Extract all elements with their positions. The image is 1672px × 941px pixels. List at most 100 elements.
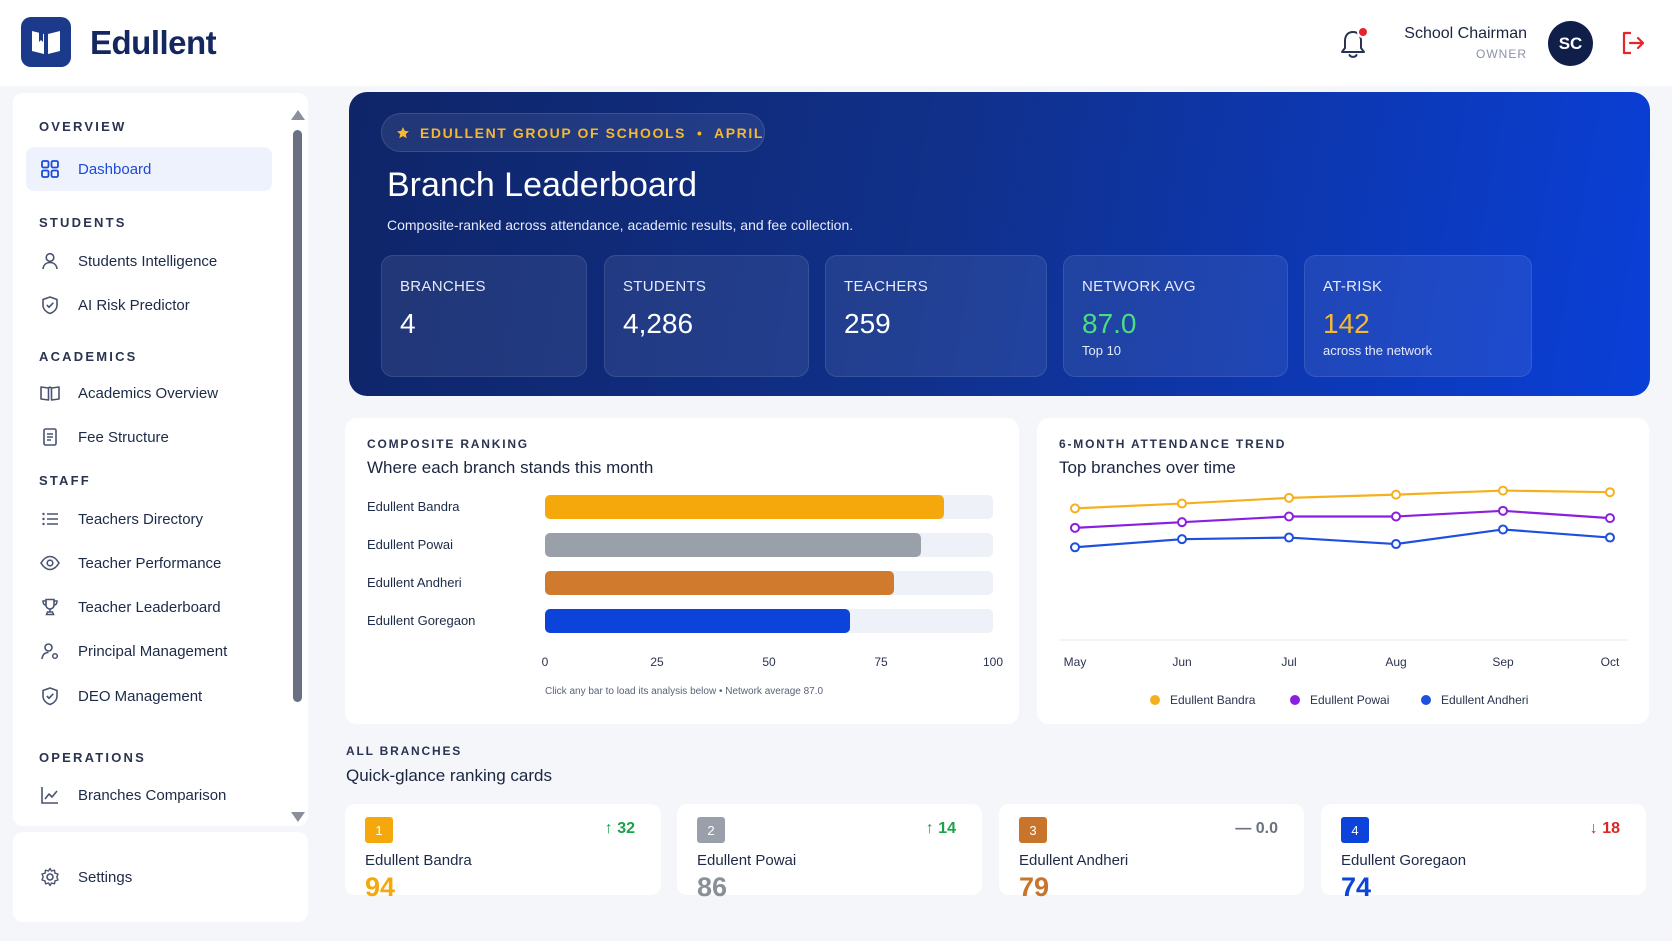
attendance-line-chart: May Jun Jul Aug Sep Oct [1059, 485, 1627, 669]
data-point[interactable] [1391, 489, 1401, 500]
sidebar-item-principal-management[interactable]: Principal Management [26, 629, 272, 673]
sidebar-item-fee-structure[interactable]: Fee Structure [26, 415, 272, 459]
data-point[interactable] [1284, 492, 1294, 503]
stat-students: STUDENTS 4,286 [604, 255, 809, 377]
sidebar-item-students-intelligence[interactable]: Students Intelligence [26, 239, 272, 283]
book-open-icon [38, 381, 62, 405]
x-tick-label: Jul [1281, 655, 1296, 669]
x-tick-label: 75 [874, 655, 888, 669]
group-pill: EDULLENT GROUP OF SCHOOLS • APRIL [381, 113, 765, 152]
avatar[interactable]: SC [1548, 21, 1593, 66]
scroll-up-arrow[interactable] [291, 110, 305, 120]
bar-track[interactable] [545, 495, 993, 519]
branch-card-bandra[interactable]: 1 ↑ 32 Edullent Bandra 94 [345, 804, 661, 902]
star-icon [397, 126, 409, 138]
line-chart-icon [38, 783, 62, 807]
stat-label: STUDENTS [623, 278, 707, 295]
sidebar-section-overview: OVERVIEW [39, 119, 127, 134]
shield-check-icon [38, 293, 62, 317]
branch-card-powai[interactable]: 2 ↑ 14 Edullent Powai 86 [677, 804, 982, 902]
series-line [1074, 489, 1611, 510]
sidebar-item-academics-overview[interactable]: Academics Overview [26, 371, 272, 415]
branch-card-andheri[interactable]: 3 — 0.0 Edullent Andheri 79 [999, 804, 1304, 902]
stat-branches: BRANCHES 4 [381, 255, 587, 377]
pill-text: EDULLENT GROUP OF SCHOOLS • APRIL [419, 124, 764, 141]
sidebar-item-ai-risk-predictor[interactable]: AI Risk Predictor [26, 283, 272, 327]
rank-badge: 2 [697, 817, 725, 843]
x-tick-label: Sep [1492, 655, 1514, 669]
data-point[interactable] [1070, 522, 1080, 533]
x-tick-label: Aug [1385, 655, 1406, 669]
branch-card-goregaon[interactable]: 4 ↓ 18 Edullent Goregaon 74 [1321, 804, 1646, 902]
bar[interactable] [545, 609, 850, 633]
sidebar-section-students: STUDENTS [39, 215, 127, 230]
data-point[interactable] [1391, 511, 1401, 522]
sidebar-item-label: AI Risk Predictor [78, 296, 190, 314]
gear-icon [38, 865, 62, 889]
x-tick-label: Oct [1601, 655, 1620, 669]
sidebar-section-academics: ACADEMICS [39, 349, 138, 364]
legend-dot [1150, 695, 1160, 705]
data-point[interactable] [1498, 505, 1508, 516]
card-title: Top branches over time [1059, 458, 1236, 477]
bar-track[interactable] [545, 533, 993, 557]
legend-dot [1421, 695, 1431, 705]
legend-item[interactable]: Edullent Bandra [1150, 693, 1255, 707]
data-point[interactable] [1284, 511, 1294, 522]
series-line [1074, 509, 1611, 529]
data-point[interactable] [1177, 534, 1187, 545]
x-tick-label: 50 [762, 655, 776, 669]
sidebar-item-branches-comparison[interactable]: Branches Comparison [26, 773, 272, 817]
legend-dot [1290, 695, 1300, 705]
bar[interactable] [545, 495, 944, 519]
book-logo-icon [32, 31, 60, 54]
section-eyebrow: ALL BRANCHES [346, 744, 463, 758]
data-point[interactable] [1498, 524, 1508, 535]
data-point[interactable] [1177, 517, 1187, 528]
sidebar-item-deo-management[interactable]: DEO Management [26, 674, 272, 718]
data-point[interactable] [1605, 532, 1615, 543]
user-role: OWNER [1476, 47, 1527, 61]
sidebar-item-label: Fee Structure [78, 428, 169, 446]
sidebar-section-operations: OPERATIONS [39, 750, 146, 765]
x-tick-label: 0 [541, 655, 549, 669]
data-point[interactable] [1498, 485, 1508, 496]
rank-change: ↑ 32 [604, 820, 635, 837]
brand-logo[interactable] [21, 17, 71, 67]
sidebar-item-teachers-directory[interactable]: Teachers Directory [26, 497, 272, 541]
legend-label: Edullent Andheri [1441, 693, 1529, 707]
data-point[interactable] [1177, 498, 1187, 509]
section-title: Quick-glance ranking cards [346, 766, 552, 785]
card-eyebrow: 6-MONTH ATTENDANCE TREND [1059, 437, 1287, 451]
sidebar-item-teacher-leaderboard[interactable]: Teacher Leaderboard [26, 585, 272, 629]
data-point[interactable] [1605, 513, 1615, 524]
sidebar-item-settings[interactable]: Settings [26, 855, 272, 899]
sidebar-scrollbar[interactable] [293, 130, 302, 702]
logout-icon[interactable] [1620, 30, 1646, 56]
sidebar-item-label: Principal Management [78, 642, 228, 660]
sidebar-item-dashboard[interactable]: Dashboard [26, 147, 272, 191]
stat-label: TEACHERS [844, 278, 929, 295]
user-cog-icon [38, 639, 62, 663]
data-point[interactable] [1391, 539, 1401, 550]
stat-value: 259 [844, 308, 891, 339]
bar-track[interactable] [545, 571, 993, 595]
scroll-down-arrow[interactable] [291, 812, 305, 822]
data-point[interactable] [1070, 503, 1080, 514]
data-point[interactable] [1605, 487, 1615, 498]
stat-value: 87.0 [1082, 308, 1137, 339]
bar[interactable] [545, 533, 922, 557]
sidebar-item-label: Branches Comparison [78, 786, 227, 804]
legend-item[interactable]: Edullent Andheri [1421, 693, 1528, 707]
bar-track[interactable] [545, 609, 993, 633]
legend-item[interactable]: Edullent Powai [1290, 693, 1389, 707]
bar-category-label: Edullent Andheri [367, 575, 462, 590]
data-point[interactable] [1284, 532, 1294, 543]
data-point[interactable] [1070, 542, 1080, 553]
sidebar-section-staff: STAFF [39, 473, 91, 488]
notification-dot [1357, 26, 1369, 38]
sidebar-item-teacher-performance[interactable]: Teacher Performance [26, 541, 272, 585]
sidebar-item-label: Students Intelligence [78, 252, 218, 270]
bar[interactable] [545, 571, 895, 595]
bar-category-label: Edullent Bandra [367, 499, 460, 514]
